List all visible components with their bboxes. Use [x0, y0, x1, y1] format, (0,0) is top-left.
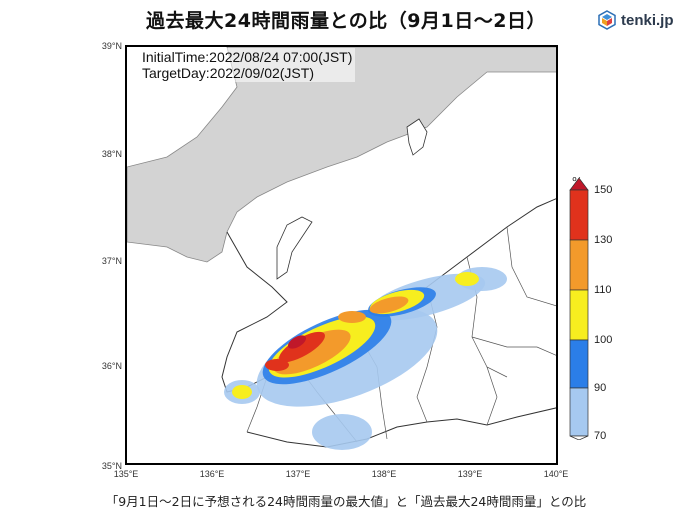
lon-label-136: 136°E	[199, 469, 225, 479]
lat-label-38: 38°N	[101, 149, 122, 159]
lon-label-137: 137°E	[285, 469, 311, 479]
ratio-110-130	[338, 311, 366, 323]
lon-label-140: 140°E	[543, 469, 569, 479]
ratio-110-130	[273, 329, 351, 375]
rain-ratio-map	[125, 45, 558, 465]
ratio-70-90	[312, 414, 372, 450]
model-info: InitialTime:2022/08/24 07:00(JST) Target…	[139, 48, 356, 82]
legend-90-100	[569, 339, 589, 389]
ratio-110-130	[369, 296, 409, 314]
page-title: 過去最大24時間雨量との比（9月1日～2日）	[146, 10, 546, 32]
pacific-coast	[246, 407, 556, 448]
legend-value-70: 70	[594, 430, 607, 442]
legend-value-90: 90	[594, 382, 607, 394]
legend-130-150	[569, 189, 589, 241]
noto-peninsula	[276, 216, 313, 280]
ratio-100-110	[455, 272, 479, 286]
lat-label-39: 39°N	[101, 41, 122, 51]
ratio-130-150	[265, 359, 289, 371]
lat-label-35: 35°N	[101, 461, 122, 471]
lon-label-139: 139°E	[457, 469, 483, 479]
initial-time: InitialTime:2022/08/24 07:00(JST)	[142, 49, 353, 65]
legend-value-110: 110	[594, 284, 612, 296]
legend-above-150	[569, 178, 589, 191]
target-day: TargetDay:2022/09/02(JST)	[142, 65, 314, 81]
ratio-130-150	[279, 331, 325, 363]
legend-value-100: 100	[594, 334, 613, 346]
brand-name: tenki.jp	[621, 11, 674, 29]
legend-70-90	[569, 387, 589, 437]
rain-ratio-overlay	[224, 267, 507, 450]
legend-value-130: 130	[594, 234, 613, 246]
tenki-logo-icon	[598, 10, 616, 30]
lat-label-37: 37°N	[101, 256, 122, 266]
color-legend	[569, 178, 589, 440]
legend-below-70	[569, 435, 589, 440]
legend-value-150: 150	[594, 184, 613, 196]
sado-island	[406, 118, 428, 156]
ratio-above-150	[287, 335, 307, 349]
ratio-100-110	[232, 385, 252, 399]
lon-label-135: 135°E	[113, 469, 139, 479]
legend-100-110	[569, 289, 589, 341]
brand-logo[interactable]: tenki.jp	[597, 10, 674, 30]
lon-label-138: 138°E	[371, 469, 397, 479]
legend-110-130	[569, 239, 589, 291]
lat-label-36: 36°N	[101, 361, 122, 371]
footer-caption: 「9月1日～2日に予想される24時間雨量の最大値」と「過去最大24時間雨量」との…	[105, 494, 587, 509]
